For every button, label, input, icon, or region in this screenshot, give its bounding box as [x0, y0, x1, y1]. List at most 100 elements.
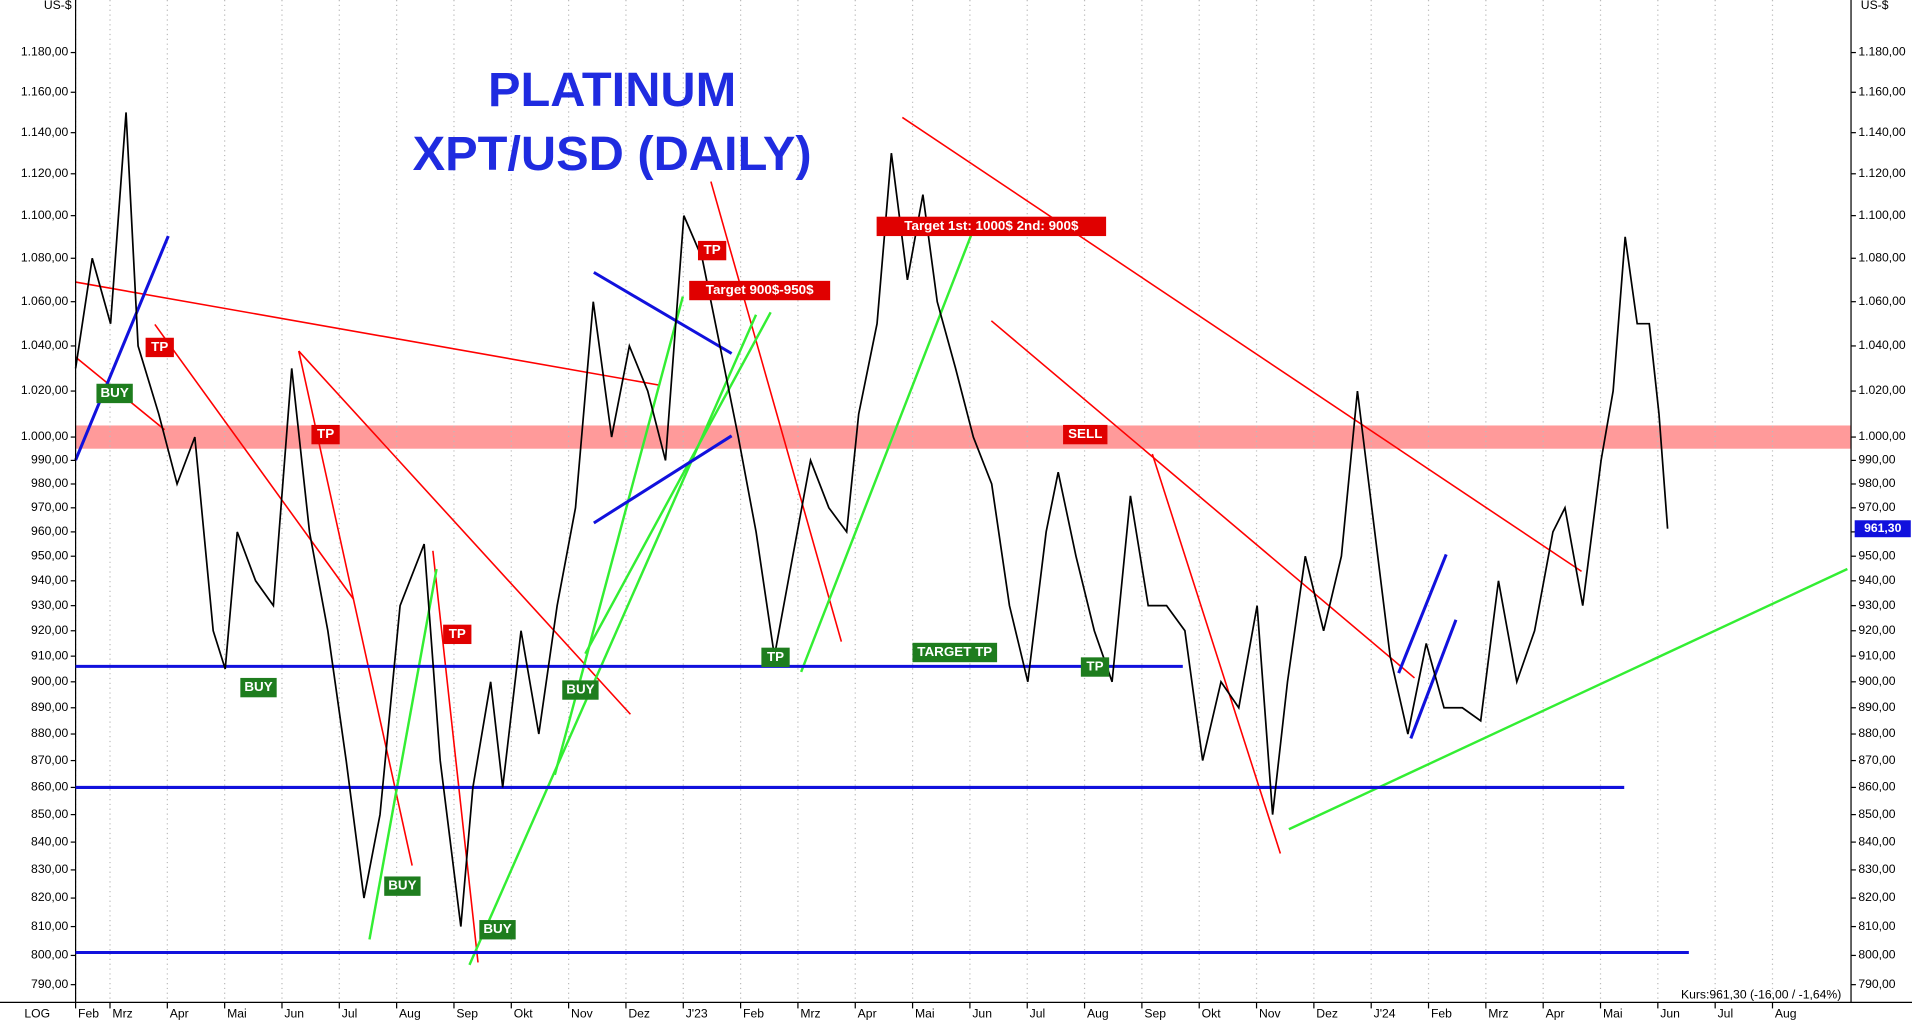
x-tick-label: Feb — [743, 1007, 764, 1021]
y-tick-label: 890,00 — [1858, 700, 1895, 714]
y-tick-label: 890,00 — [31, 700, 68, 714]
annotation-box — [96, 383, 133, 404]
y-tick-label: 930,00 — [1858, 598, 1895, 612]
y-tick-label: 1.120,00 — [1858, 166, 1906, 180]
annotation: TP — [767, 649, 784, 664]
scale-label: LOG — [24, 1007, 50, 1021]
trendline — [432, 550, 479, 963]
y-tick-label: 850,00 — [31, 807, 68, 821]
x-tick-label: Jun — [1660, 1007, 1680, 1021]
x-tick-label: Feb — [1431, 1007, 1452, 1021]
y-tick-label: 920,00 — [31, 623, 68, 637]
annotation: TP — [317, 426, 334, 441]
quote: Kurs:961,30 (-16,00 / -1,64%) — [1681, 987, 1841, 1001]
x-tick-label: Mrz — [112, 1007, 132, 1021]
y-tick-label: 900,00 — [1858, 674, 1895, 688]
trendlines — [74, 116, 1848, 966]
y-tick-label: 1.020,00 — [21, 383, 69, 397]
annotation: BUY — [483, 921, 511, 936]
resistance-band — [75, 425, 1852, 449]
y-tick-label: 1.020,00 — [1858, 383, 1906, 397]
price-line — [74, 112, 1669, 927]
y-tick-label: 950,00 — [1858, 548, 1895, 562]
y-tick-label: 870,00 — [31, 753, 68, 767]
y-tick-label: 1.160,00 — [21, 84, 69, 98]
y-tick-label: 1.120,00 — [21, 166, 69, 180]
x-tick-label: Jun — [972, 1007, 992, 1021]
last-price-box — [1854, 520, 1911, 538]
annotation: Target 900$-950$ — [706, 282, 814, 297]
x-tick-label: Sep — [456, 1007, 478, 1021]
y-tick-label: 860,00 — [31, 780, 68, 794]
y-tick-label: 800,00 — [31, 948, 68, 962]
trendline — [1397, 553, 1448, 674]
last-price-label: 961,30 — [1864, 521, 1901, 535]
y-tick-label: 1.180,00 — [21, 45, 69, 59]
trendline — [710, 181, 843, 642]
y-tick-label: 820,00 — [1858, 890, 1895, 904]
y-tick-label: 790,00 — [31, 977, 68, 991]
annotation: SELL — [1068, 426, 1102, 441]
annotation-box — [876, 216, 1107, 237]
chart-title: XPT/USD (DAILY) — [413, 127, 812, 181]
trendline — [1288, 567, 1848, 831]
y-tick-label: 1.040,00 — [21, 338, 69, 352]
annotation-box — [479, 920, 516, 940]
annotation: TP — [449, 626, 466, 641]
x-tick-label: Apr — [1546, 1007, 1565, 1021]
annotation: BUY — [566, 682, 594, 697]
annotation-box — [761, 647, 790, 668]
annotation: TP — [704, 242, 721, 257]
y-tick-label: 1.040,00 — [1858, 338, 1906, 352]
trendline — [901, 116, 1582, 573]
y-tick-label: 820,00 — [31, 890, 68, 904]
y-tick-label: 1.140,00 — [1858, 125, 1906, 139]
x-tick-label: Mai — [227, 1007, 247, 1021]
y-axis-label: US-$ — [44, 0, 72, 12]
y-tick-label: 800,00 — [1858, 948, 1895, 962]
trendline — [468, 314, 758, 966]
y-tick-label: 960,00 — [31, 524, 68, 538]
y-tick-label: 990,00 — [1858, 453, 1895, 467]
x-tick-label: J'24 — [1374, 1007, 1396, 1021]
trendline — [990, 320, 1416, 679]
annotation: Target 1st: 1000$ 2nd: 900$ — [904, 218, 1079, 233]
annotation-box — [912, 642, 998, 663]
y-tick-label: 1.100,00 — [1858, 208, 1906, 222]
y-tick-label: 990,00 — [31, 453, 68, 467]
y-tick-label: 980,00 — [1858, 476, 1895, 490]
trendline — [1409, 619, 1458, 739]
x-tick-label: Apr — [170, 1007, 189, 1021]
x-tick-label: Nov — [571, 1007, 594, 1021]
x-tick-label: Aug — [399, 1007, 421, 1021]
x-tick-label: Okt — [1202, 1007, 1222, 1021]
y-tick-label: 970,00 — [1858, 500, 1895, 514]
x-tick-label: Aug — [1087, 1007, 1109, 1021]
y-tick-label: 1.100,00 — [21, 208, 69, 222]
trendline — [584, 311, 772, 655]
annotation: TP — [151, 339, 168, 354]
annotation-box — [562, 680, 599, 700]
trendline — [593, 271, 733, 355]
annotation: BUY — [244, 679, 272, 694]
x-tick-label: Apr — [858, 1007, 877, 1021]
y-tick-label: 880,00 — [31, 726, 68, 740]
y-tick-label: 950,00 — [31, 548, 68, 562]
y-tick-label: 970,00 — [31, 500, 68, 514]
x-tick-label: Mai — [1603, 1007, 1623, 1021]
y-tick-label: 910,00 — [31, 648, 68, 662]
background-layer — [74, 0, 1852, 1003]
annotation-box — [384, 876, 421, 896]
y-tick-label: 840,00 — [31, 834, 68, 848]
annotation: BUY — [388, 878, 416, 893]
y-tick-label: 830,00 — [31, 862, 68, 876]
y-tick-label: 1.140,00 — [21, 125, 69, 139]
annotation-box — [240, 677, 277, 698]
trendline — [593, 434, 733, 525]
y-tick-label: 1.060,00 — [1858, 294, 1906, 308]
annotation-box — [145, 337, 174, 358]
x-tick-label: Mrz — [800, 1007, 820, 1021]
y-tick-label: 880,00 — [1858, 726, 1895, 740]
y-tick-label: 850,00 — [1858, 807, 1895, 821]
